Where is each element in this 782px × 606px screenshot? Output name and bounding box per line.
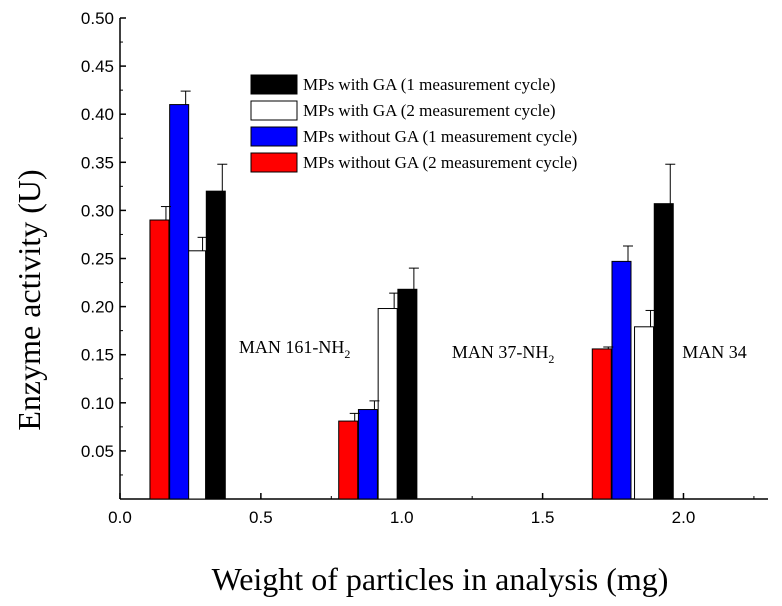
legend-label: MPs with GA (2 measurement cycle) <box>303 101 556 120</box>
x-tick-label: 0.5 <box>249 508 273 527</box>
legend-swatch <box>250 74 298 95</box>
y-tick-label: 0.20 <box>81 298 114 317</box>
y-tick-label: 0.25 <box>81 250 114 269</box>
group-annotation: MAN 37-NH2 <box>452 342 555 366</box>
bar <box>397 288 418 500</box>
group-annotation: MAN 34 <box>682 342 747 362</box>
bar <box>377 308 398 500</box>
group-annotation: MAN 161-NH2 <box>239 337 351 361</box>
y-tick-label: 0.05 <box>81 442 114 461</box>
y-tick-label: 0.10 <box>81 394 114 413</box>
axes-layer: 0.050.100.150.200.250.300.350.400.450.50… <box>81 9 768 527</box>
bar <box>205 190 226 500</box>
annotation-text: MAN 37-NH <box>452 342 549 362</box>
y-axis-label: Enzyme activity (U) <box>11 169 47 430</box>
legend-label: MPs with GA (1 measurement cycle) <box>303 75 556 94</box>
y-tick-label: 0.15 <box>81 346 114 365</box>
legend-swatch <box>250 152 298 173</box>
legend-label: MPs without GA (2 measurement cycle) <box>303 153 577 172</box>
x-tick-label: 0.0 <box>108 508 132 527</box>
y-tick-label: 0.35 <box>81 153 114 172</box>
y-tick-label: 0.30 <box>81 201 114 220</box>
annotation-text: MAN 34 <box>682 342 747 362</box>
bar <box>611 260 632 500</box>
bars-layer <box>149 90 676 500</box>
bar <box>634 326 655 500</box>
x-tick-label: 1.0 <box>390 508 414 527</box>
bar <box>357 409 378 500</box>
bar <box>149 219 170 500</box>
x-tick-label: 1.5 <box>531 508 555 527</box>
legend-label: MPs without GA (1 measurement cycle) <box>303 127 577 146</box>
annotations-layer: MAN 161-NH2 MAN 37-NH2 MAN 34 <box>239 337 747 366</box>
legend: MPs with GA (1 measurement cycle) MPs wit… <box>250 74 577 173</box>
y-tick-label: 0.40 <box>81 105 114 124</box>
y-tick-label: 0.50 <box>81 9 114 28</box>
bar <box>186 250 207 500</box>
bar <box>653 203 674 500</box>
annotation-subscript: 2 <box>548 352 554 366</box>
bar <box>169 104 190 500</box>
annotation-subscript: 2 <box>344 347 350 361</box>
legend-swatch <box>250 100 298 121</box>
x-tick-label: 2.0 <box>672 508 696 527</box>
annotation-text: MAN 161-NH <box>239 337 345 357</box>
bar <box>591 348 612 500</box>
legend-swatch <box>250 126 298 147</box>
x-axis-label: Weight of particles in analysis (mg) <box>212 561 669 597</box>
bar <box>338 420 359 500</box>
y-tick-label: 0.45 <box>81 57 114 76</box>
